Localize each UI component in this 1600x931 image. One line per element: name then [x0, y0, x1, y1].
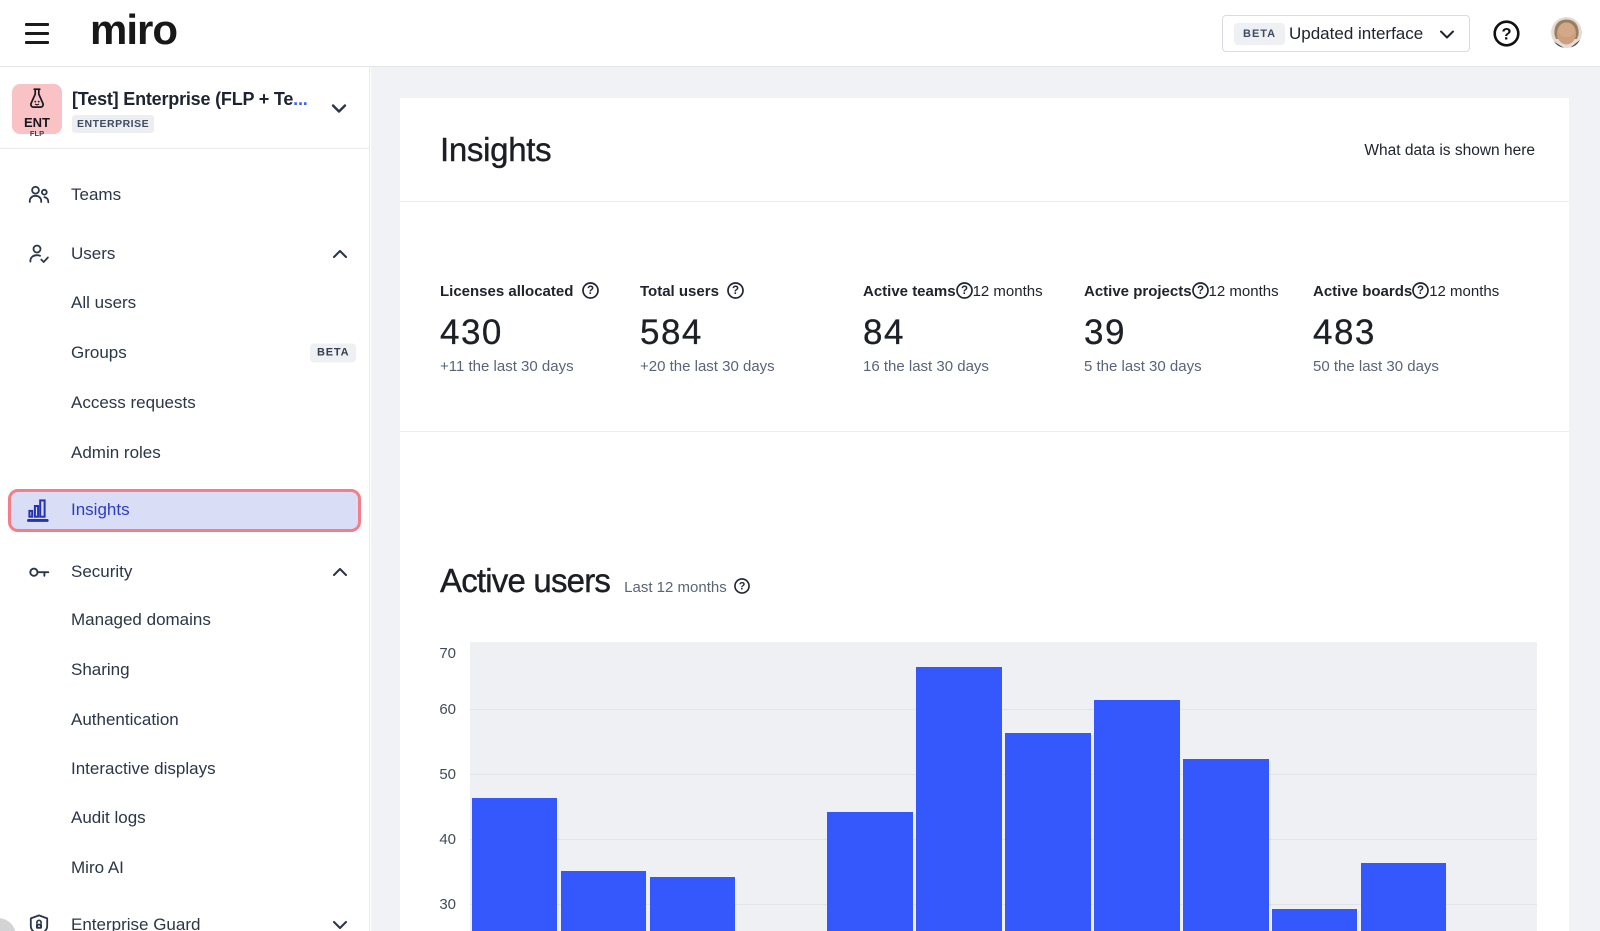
svg-text:?: ? — [1501, 26, 1511, 44]
svg-text:?: ? — [738, 580, 745, 592]
svg-text:?: ? — [587, 285, 594, 297]
svg-text:?: ? — [1197, 285, 1204, 297]
svg-text:?: ? — [1417, 285, 1424, 297]
svg-text:?: ? — [961, 285, 968, 297]
svg-text:?: ? — [732, 285, 739, 297]
